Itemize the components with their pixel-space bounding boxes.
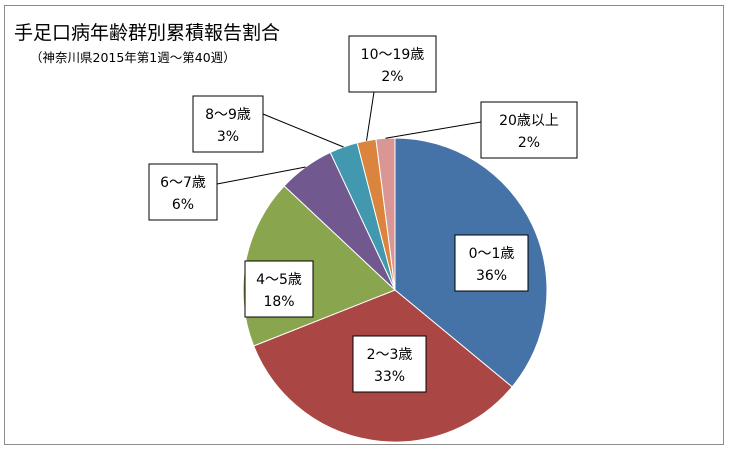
slice-category-label: 2～3歳 — [367, 347, 413, 363]
slice-percent-label: 2% — [381, 69, 403, 85]
slice-category-label: 6～7歳 — [160, 175, 206, 191]
slice-category-label: 10～19歳 — [361, 47, 425, 63]
slice-category-label: 0～1歳 — [469, 246, 515, 262]
slice-percent-label: 18% — [263, 294, 294, 310]
leader-line — [385, 121, 482, 139]
slice-category-label: 8～9歳 — [205, 107, 251, 123]
slice-percent-label: 36% — [476, 268, 507, 284]
leader-line — [262, 113, 344, 148]
slice-category-label: 20歳以上 — [499, 113, 559, 129]
slice-percent-label: 3% — [217, 129, 239, 145]
data-label-box — [348, 35, 437, 93]
slice-percent-label: 2% — [518, 135, 540, 151]
leader-line — [366, 91, 375, 141]
slice-category-label: 4～5歳 — [256, 272, 302, 288]
data-label-box — [148, 163, 218, 221]
data-label-box — [352, 335, 427, 393]
data-label-box — [192, 95, 264, 153]
pie-slice — [375, 137, 396, 291]
data-label-box — [244, 260, 314, 318]
slice-percent-label: 33% — [374, 369, 405, 385]
chart-subtitle: （神奈川県2015年第1週～第40週） — [30, 50, 236, 65]
slice-percent-label: 6% — [172, 197, 194, 213]
data-label-box — [480, 101, 578, 159]
data-label-box — [454, 234, 529, 292]
leader-line — [216, 166, 306, 185]
chart-title: 手足口病年齢群別累積報告割合 — [14, 22, 281, 44]
